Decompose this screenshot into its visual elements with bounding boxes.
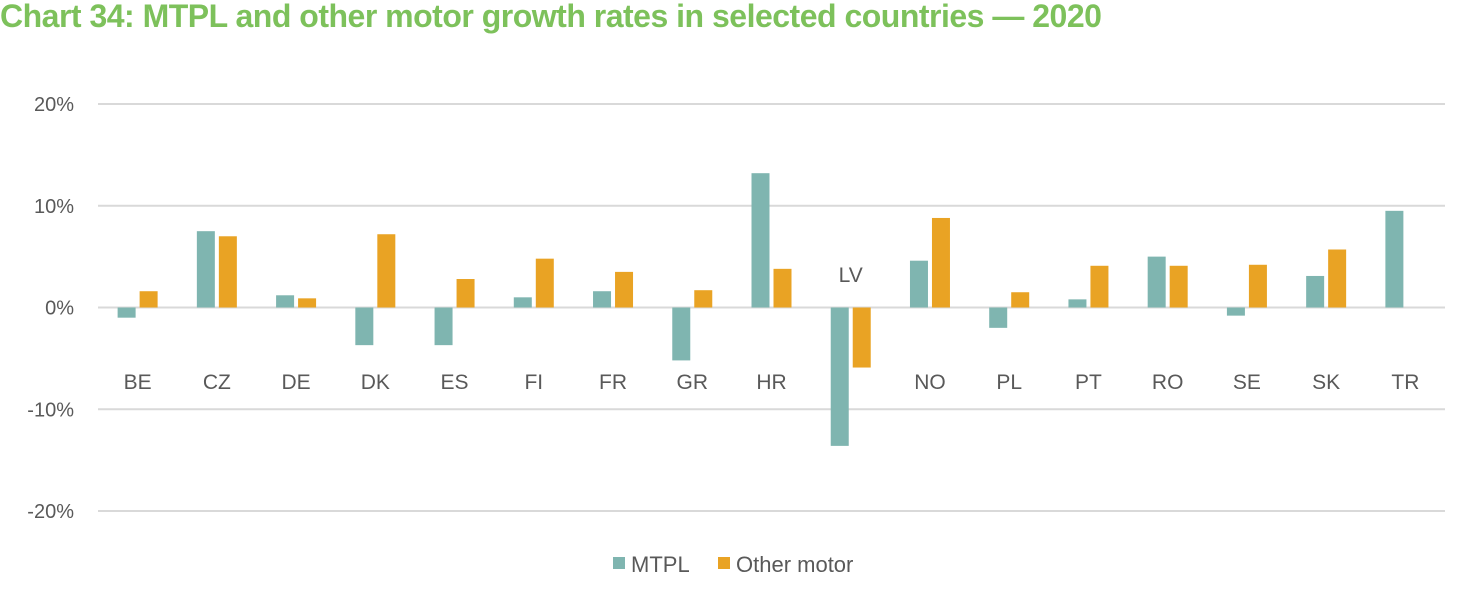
bar-mtpl-fr [593, 291, 612, 308]
legend-swatch-mtpl [613, 557, 625, 569]
bar-other-motor-dk [377, 234, 396, 308]
category-label: TR [1391, 371, 1419, 394]
chart-title: Chart 34: MTPL and other motor growth ra… [0, 0, 1102, 34]
bar-mtpl-no [909, 260, 928, 308]
category-label: PL [996, 371, 1022, 394]
bar-other-motor-be [139, 291, 158, 308]
bar-mtpl-sk [1306, 275, 1325, 308]
category-label: FR [599, 371, 627, 394]
category-label: RO [1152, 371, 1184, 394]
y-tick-label: -10% [27, 399, 74, 421]
category-label: BE [124, 371, 152, 394]
bar-mtpl-cz [196, 231, 215, 308]
category-label: HR [756, 371, 786, 394]
bar-mtpl-se [1226, 307, 1245, 316]
bar-other-motor-ro [1169, 265, 1188, 308]
legend: MTPL Other motor [613, 552, 853, 577]
bar-other-motor-cz [218, 236, 237, 308]
bar-other-motor-fr [615, 271, 634, 308]
bar-other-motor-es [456, 279, 475, 308]
bar-mtpl-hr [751, 173, 770, 308]
category-label: NO [914, 371, 946, 394]
gridlines [98, 103, 1445, 512]
bar-mtpl-fi [513, 297, 532, 308]
category-label: FI [524, 371, 543, 394]
y-tick-label: -20% [27, 501, 74, 523]
bar-other-motor-se [1248, 264, 1267, 308]
bar-mtpl-ro [1147, 256, 1166, 308]
legend-label: MTPL [631, 552, 690, 577]
bar-mtpl-be [117, 307, 136, 318]
category-label: ES [441, 371, 469, 394]
bar-other-motor-gr [694, 290, 713, 308]
y-axis-ticks: 20% 10% 0% -10% -20% [27, 94, 74, 523]
category-label: SE [1233, 371, 1261, 394]
bar-other-motor-pl [1011, 292, 1030, 308]
category-label: SK [1312, 371, 1340, 394]
category-label: DE [281, 371, 310, 394]
bar-mtpl-tr [1385, 210, 1404, 308]
bar-other-motor-hr [773, 268, 792, 308]
bar-other-motor-no [931, 217, 950, 308]
bar-mtpl-dk [355, 307, 374, 346]
bar-mtpl-gr [672, 307, 691, 361]
bar-mtpl-es [434, 307, 453, 346]
bar-mtpl-lv [830, 307, 849, 446]
category-label: CZ [203, 371, 231, 394]
bar-mtpl-de [276, 295, 295, 308]
y-tick-label: 10% [34, 196, 74, 218]
y-tick-label: 0% [45, 298, 74, 320]
y-tick-label: 20% [34, 94, 74, 116]
category-label: LV [839, 264, 863, 287]
bar-other-motor-lv [852, 307, 871, 368]
bar-other-motor-de [298, 298, 317, 308]
category-label: PT [1075, 371, 1102, 394]
bar-other-motor-pt [1090, 265, 1109, 308]
category-label: DK [361, 371, 390, 394]
legend-label: Other motor [736, 552, 853, 577]
bar-other-motor-fi [535, 258, 554, 308]
bar-other-motor-sk [1328, 249, 1347, 308]
category-label: GR [677, 371, 709, 394]
bar-mtpl-pl [989, 307, 1008, 328]
bars [117, 173, 1404, 446]
category-labels: BE CZ DE DK ES FI FR GR HR LV NO PL PT RO SE SK TR [124, 264, 1420, 394]
legend-swatch-other-motor [718, 557, 730, 569]
bar-mtpl-pt [1068, 299, 1087, 308]
